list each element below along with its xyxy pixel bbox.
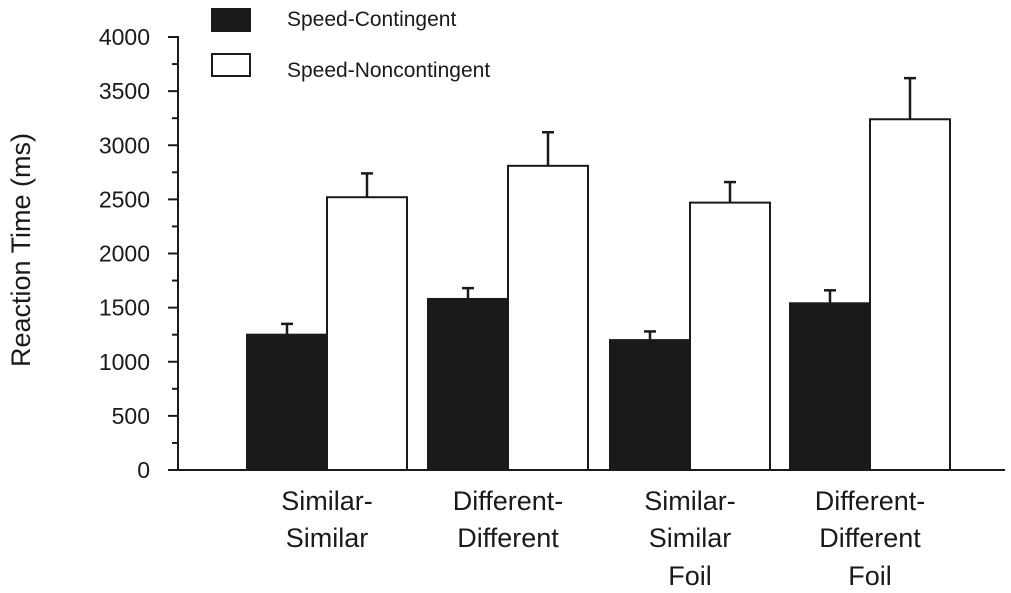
bar-speed-noncontingent bbox=[507, 164, 589, 471]
x-tick-label: Similar bbox=[286, 523, 369, 553]
x-tick-label: Foil bbox=[668, 561, 712, 591]
y-tick-label: 3500 bbox=[99, 78, 150, 104]
y-tick-label: 500 bbox=[112, 403, 150, 429]
legend-swatch bbox=[211, 53, 251, 77]
axes: 0 500 1000 1500 2000 2500 3000 3500 4000 bbox=[99, 24, 1005, 483]
bar-speed-contingent bbox=[609, 339, 691, 471]
y-tick-label: 0 bbox=[137, 457, 150, 483]
y-tick-label: 2000 bbox=[99, 241, 150, 267]
bar-speed-contingent bbox=[246, 333, 328, 471]
x-tick-label: Different bbox=[457, 523, 559, 553]
x-tick-label: Different- bbox=[815, 486, 926, 516]
bar-speed-noncontingent bbox=[689, 201, 771, 471]
legend-swatch bbox=[211, 8, 251, 32]
bar-speed-noncontingent bbox=[869, 118, 951, 472]
legend: Speed-Contingent Speed-Noncontingent bbox=[211, 8, 490, 82]
x-tick-label: Foil bbox=[848, 561, 892, 591]
x-axis-category-labels: Similar- Similar Different- Different Simila… bbox=[281, 486, 925, 591]
y-axis-label: Reaction Time (ms) bbox=[6, 133, 36, 367]
y-tick-label: 1500 bbox=[99, 295, 150, 321]
x-tick-label: Different- bbox=[453, 486, 564, 516]
bars bbox=[246, 76, 951, 472]
legend-label: Speed-Noncontingent bbox=[287, 59, 490, 82]
y-tick-label: 3000 bbox=[99, 132, 150, 158]
legend-label: Speed-Contingent bbox=[287, 8, 456, 31]
x-tick-label: Similar- bbox=[281, 486, 373, 516]
x-tick-label: Similar- bbox=[644, 486, 736, 516]
x-tick-label: Similar bbox=[649, 523, 732, 553]
bar-speed-contingent bbox=[789, 302, 871, 472]
bar-speed-contingent bbox=[427, 297, 509, 471]
y-tick-label: 2500 bbox=[99, 186, 150, 212]
x-tick-label: Different bbox=[819, 523, 921, 553]
y-tick-label: 4000 bbox=[99, 24, 150, 50]
y-tick-label: 1000 bbox=[99, 349, 150, 375]
bar-speed-noncontingent bbox=[326, 196, 408, 472]
